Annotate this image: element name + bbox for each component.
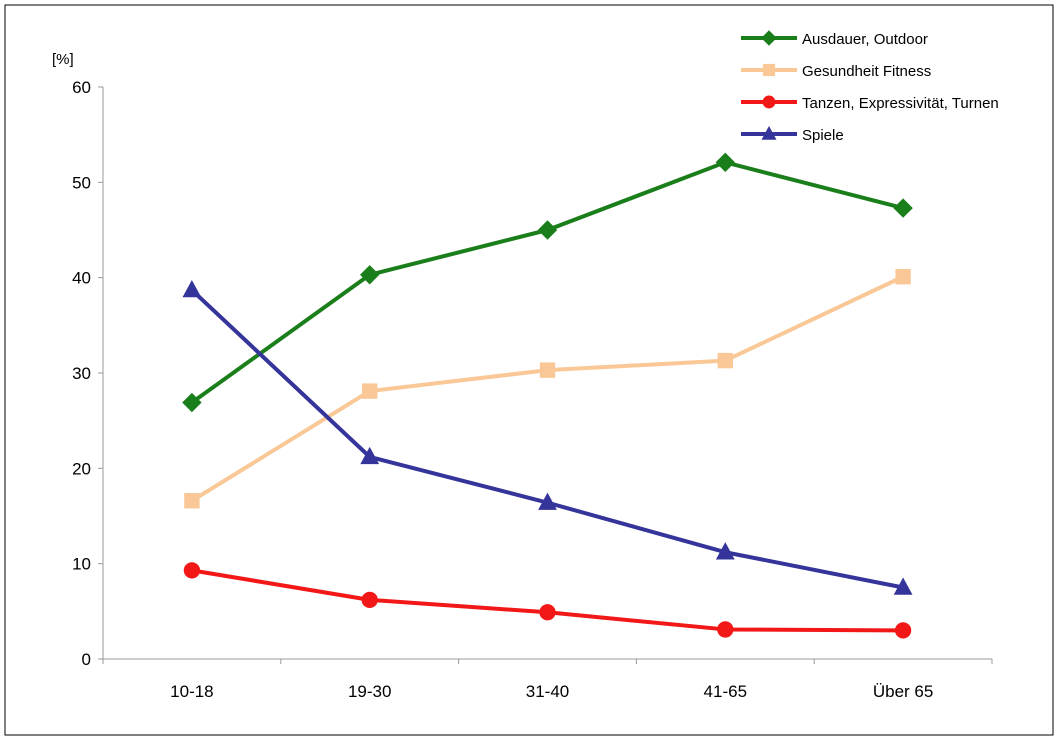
data-point xyxy=(894,622,912,639)
data-point xyxy=(539,604,556,621)
legend-label: Spiele xyxy=(802,127,844,144)
y-tick-label: 0 xyxy=(82,650,91,669)
y-tick-label: 20 xyxy=(72,459,91,478)
y-tick-label: 50 xyxy=(72,173,91,192)
legend-label: Tanzen, Expressivität, Turnen xyxy=(802,95,999,112)
series-3 xyxy=(182,280,913,595)
y-tick-label: 40 xyxy=(72,269,91,288)
data-point xyxy=(895,269,911,285)
legend-item: Spiele xyxy=(741,125,844,144)
x-tick-label: 19-30 xyxy=(348,682,391,701)
legend-swatch-marker xyxy=(761,30,777,46)
x-tick-label: 41-65 xyxy=(704,682,747,701)
legend-label: Ausdauer, Outdoor xyxy=(802,31,928,48)
x-tick-label: 31-40 xyxy=(526,682,569,701)
chart-border xyxy=(4,4,1054,736)
y-tick-label: 60 xyxy=(72,78,91,97)
data-point xyxy=(539,362,556,378)
data-point xyxy=(893,198,913,218)
legend-swatch-marker xyxy=(761,125,777,140)
y-tick-label: 10 xyxy=(72,555,91,574)
data-point xyxy=(361,591,378,609)
data-point xyxy=(715,542,735,560)
data-point xyxy=(359,265,380,285)
legend-label: Gesundheit Fitness xyxy=(802,63,931,80)
data-point xyxy=(184,493,200,509)
data-point xyxy=(182,280,202,298)
x-axis-ticks: 10-18 19-30 31-40 41-65 Über 65 xyxy=(102,659,993,701)
series-0 xyxy=(182,152,913,413)
legend-item: Gesundheit Fitness xyxy=(741,63,931,80)
legend-item: Ausdauer, Outdoor xyxy=(741,30,928,48)
series-layer xyxy=(182,152,913,639)
data-point xyxy=(182,392,202,413)
series-2 xyxy=(183,562,912,639)
legend-swatch-marker xyxy=(762,63,776,77)
data-point xyxy=(893,577,913,595)
legend-swatch-marker xyxy=(762,95,776,109)
legend: Ausdauer, Outdoor Gesundheit Fitness Tanze… xyxy=(741,30,999,144)
data-point xyxy=(715,152,736,173)
legend-item: Tanzen, Expressivität, Turnen xyxy=(741,95,999,112)
y-axis-label: [%] xyxy=(52,51,74,68)
x-tick-label: Über 65 xyxy=(873,682,933,701)
data-point xyxy=(717,352,733,369)
data-point xyxy=(360,446,380,465)
data-point xyxy=(362,383,378,399)
y-tick-label: 30 xyxy=(72,364,91,383)
data-point xyxy=(538,492,557,510)
data-point xyxy=(717,621,734,638)
x-tick-label: 10-18 xyxy=(170,682,213,701)
data-point xyxy=(183,562,201,579)
series-1 xyxy=(184,269,911,509)
y-axis-ticks: 0 10 20 30 40 50 60 xyxy=(72,78,103,669)
data-point xyxy=(537,220,558,240)
